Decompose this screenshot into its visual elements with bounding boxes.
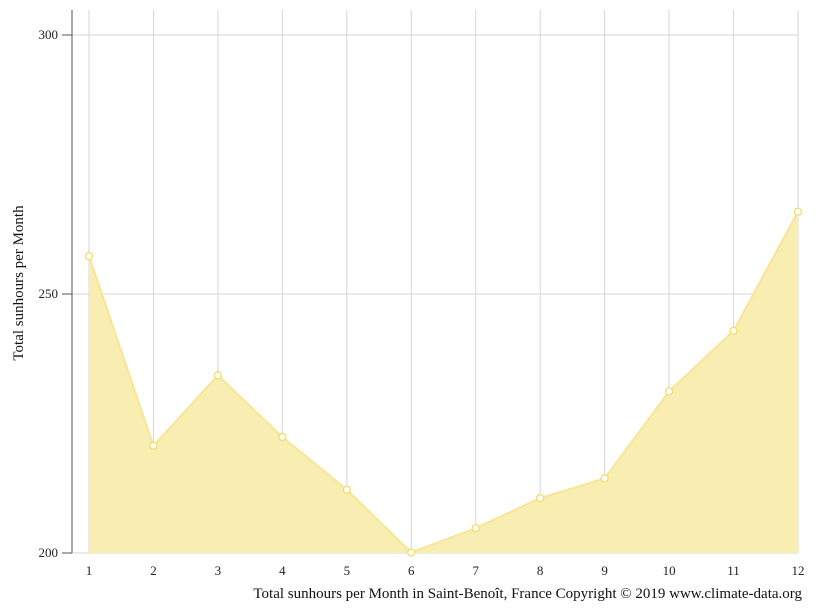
x-tick-label-2: 2 [150, 563, 157, 578]
x-tick-label-12: 12 [792, 563, 805, 578]
x-tick-label-11: 11 [727, 563, 740, 578]
y-axis-title: Total sunhours per Month [11, 205, 27, 361]
x-tick-label-1: 1 [86, 563, 93, 578]
data-point-5 [342, 485, 351, 494]
y-tick-label-200: 200 [39, 545, 59, 560]
x-tick-label-6: 6 [408, 563, 415, 578]
data-point-8 [536, 493, 545, 503]
y-tick-label-300: 300 [39, 27, 59, 42]
data-points [84, 207, 803, 557]
x-tick-label-3: 3 [215, 563, 222, 578]
series-area [88, 211, 799, 554]
data-point-10 [664, 387, 674, 396]
data-point-7 [471, 523, 480, 533]
x-tick-label-9: 9 [601, 563, 608, 578]
x-tick-label-5: 5 [344, 563, 351, 578]
data-point-4 [278, 432, 287, 442]
x-tick-label-8: 8 [537, 563, 544, 578]
x-tick-label-4: 4 [279, 563, 286, 578]
axes [62, 10, 73, 554]
data-point-9 [600, 474, 609, 483]
area-fill [89, 211, 798, 553]
data-point-6 [407, 548, 416, 557]
data-point-2 [149, 441, 158, 450]
data-point-12 [793, 207, 803, 216]
data-point-11 [729, 326, 738, 335]
x-tick-label-10: 10 [663, 563, 676, 578]
series-line [88, 211, 799, 554]
x-tick-label-7: 7 [472, 563, 479, 578]
y-tick-label-250: 250 [39, 286, 59, 301]
data-point-3 [213, 371, 223, 380]
data-point-1 [84, 252, 94, 261]
chart-caption: Total sunhours per Month in Saint-Benoît… [253, 586, 802, 602]
